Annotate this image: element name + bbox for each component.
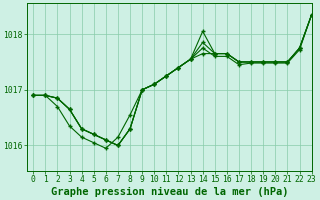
X-axis label: Graphe pression niveau de la mer (hPa): Graphe pression niveau de la mer (hPa)	[51, 186, 288, 197]
